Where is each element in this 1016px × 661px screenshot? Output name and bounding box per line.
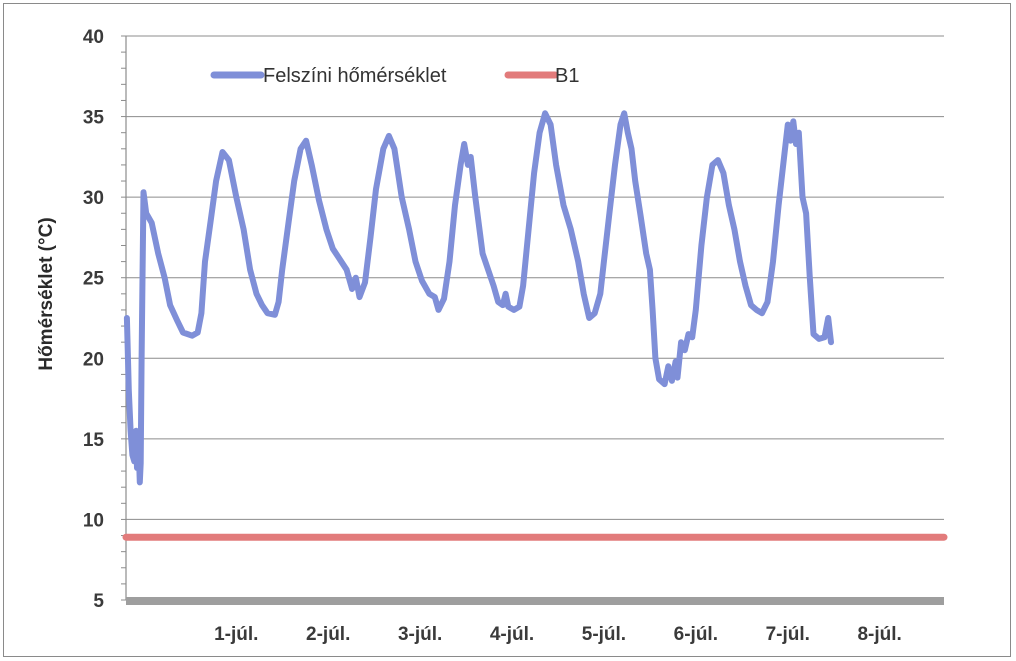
x-tick-label: 8-júl.	[857, 624, 901, 645]
y-tick-label: 35	[83, 108, 105, 129]
y-tick-label: 15	[83, 430, 105, 451]
legend: Felszíni hőmérséklet B1	[210, 65, 579, 87]
legend-label-2: B1	[555, 65, 579, 87]
x-tick-label: 5-júl.	[582, 624, 626, 645]
y-tick-label: 20	[83, 349, 104, 370]
x-tick-label: 3-júl.	[398, 624, 442, 645]
legend-label-1: Felszíni hőmérséklet	[263, 65, 447, 87]
series-line-1	[123, 110, 834, 486]
gridlines	[126, 35, 944, 520]
y-tick-label: 10	[83, 510, 104, 531]
x-tick-label: 2-júl.	[306, 624, 350, 645]
axes	[121, 35, 944, 605]
axis-labels: 5 10 15 20 25 30 35 40 1-júl. 2-júl. 3-júl. 4-júl. 5…	[36, 27, 902, 645]
series-layer	[122, 110, 948, 541]
x-tick-label: 6-júl.	[674, 624, 718, 645]
y-tick-label: 25	[83, 269, 105, 290]
y-axis-title: Hőmérséklet (°C)	[36, 217, 57, 370]
x-tick-label: 4-júl.	[490, 624, 534, 645]
chart-frame	[3, 3, 1011, 657]
y-tick-label: 40	[83, 27, 104, 48]
x-tick-label: 1-júl.	[214, 624, 258, 645]
y-tick-label: 30	[83, 188, 104, 209]
x-tick-label: 7-júl.	[766, 624, 810, 645]
y-tick-label: 5	[93, 591, 104, 612]
